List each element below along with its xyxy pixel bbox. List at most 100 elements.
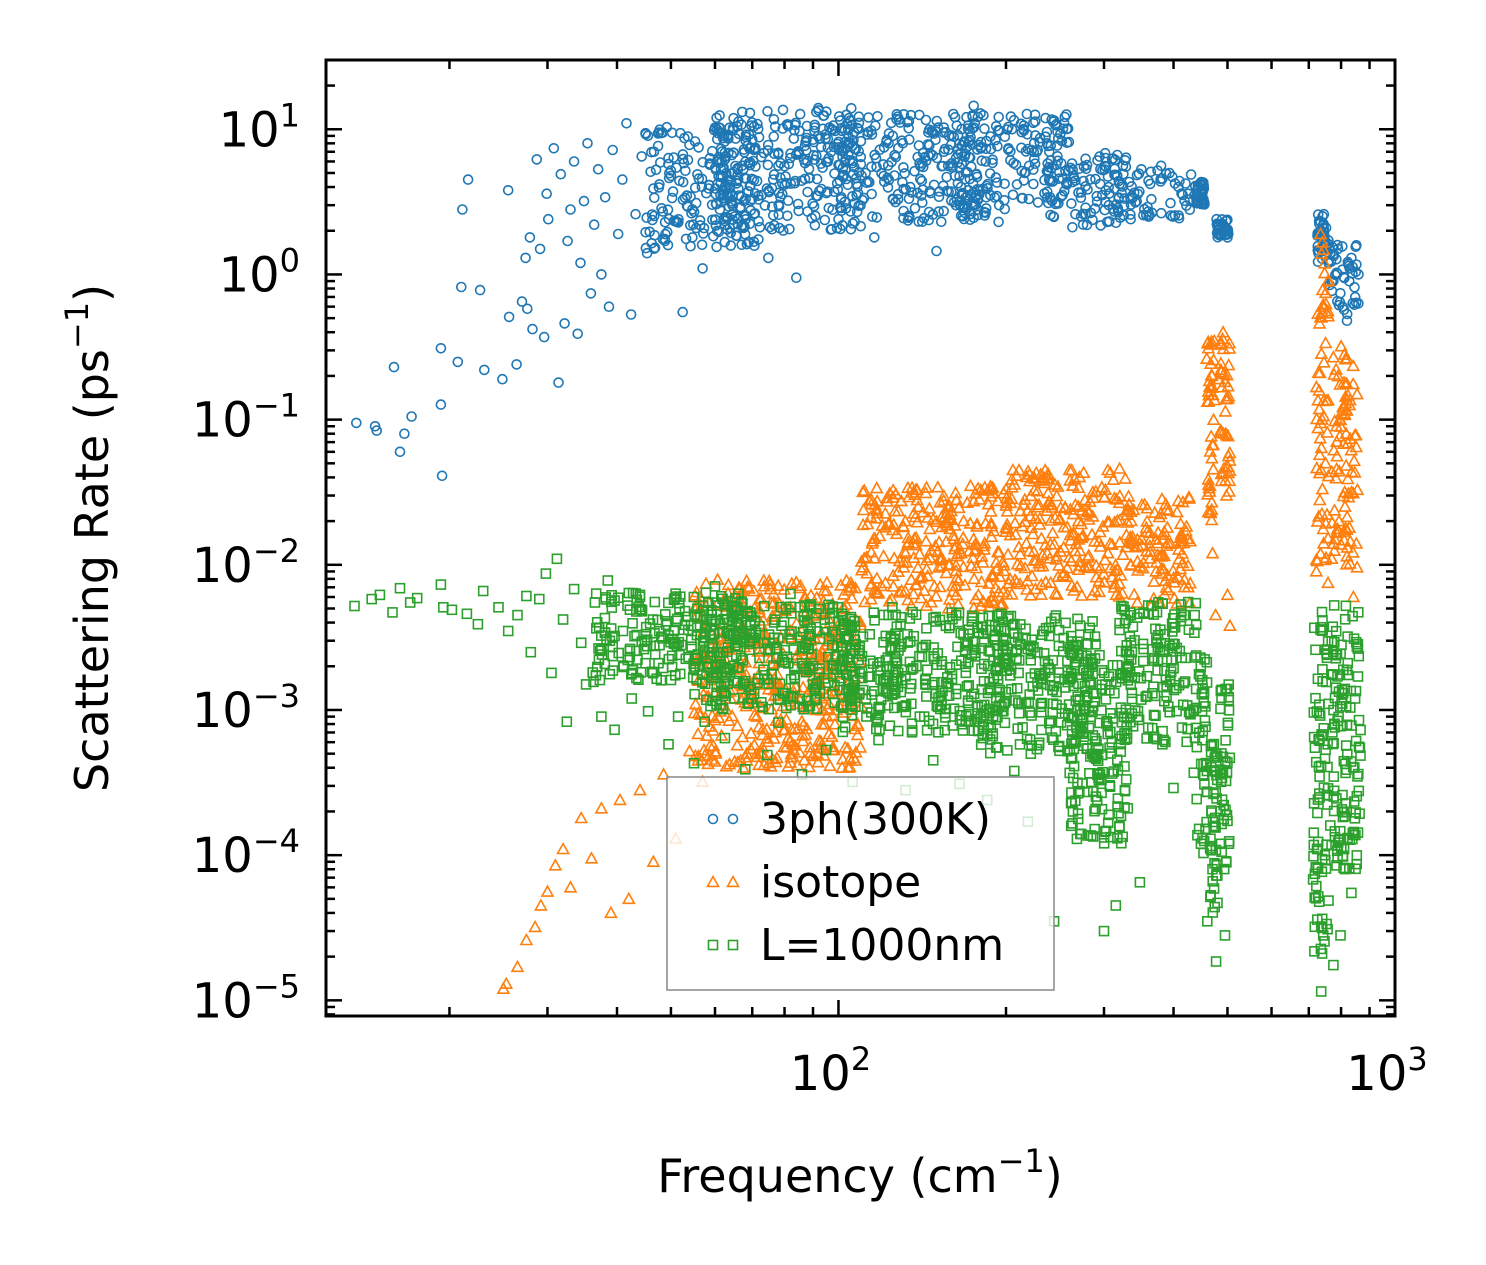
data-point [827,601,839,612]
data-point [952,500,966,514]
data-point [399,428,410,440]
data-point [613,647,625,659]
data-point [838,740,853,753]
data-point [949,587,964,601]
data-point [688,591,700,603]
data-point [617,174,628,185]
data-point [591,661,603,673]
data-point [837,162,849,174]
data-point [1326,350,1341,363]
data-point [984,529,999,543]
data-point [582,138,593,149]
data-point [745,195,757,206]
data-point [1316,299,1330,312]
data-point [1155,491,1169,505]
data-point [819,709,834,722]
data-point [1138,209,1149,221]
data-point [457,204,468,215]
data-point [604,668,616,680]
data-point [741,238,753,250]
data-point [744,726,758,739]
data-point [591,616,603,628]
data-point [1045,525,1060,539]
data-point [929,514,944,527]
data-point [1082,505,1097,518]
data-point [1024,520,1039,534]
data-point [1082,512,1096,525]
data-point [1182,490,1196,503]
data-point [784,750,798,763]
data-point [867,551,882,564]
data-point [1217,461,1231,474]
data-point [1318,456,1333,469]
data-point [924,595,939,608]
data-point [864,492,879,505]
data-point [593,643,604,654]
data-point [1052,126,1063,138]
data-point [796,680,810,693]
data-point [1350,297,1362,309]
data-point [708,754,722,767]
data-point [599,192,611,203]
data-point [435,342,447,354]
data-point [462,174,474,185]
data-point [919,562,934,575]
data-point [693,173,705,184]
data-point [903,123,915,134]
data-point [1008,572,1022,586]
data-point [874,578,889,592]
data-point [394,446,406,458]
data-point [510,959,525,973]
data-point [739,573,754,587]
data-point [760,731,775,744]
data-point [1078,492,1092,506]
data-point [1214,222,1226,234]
data-point [656,767,671,780]
data-point [648,146,660,158]
data-point [697,743,711,756]
data-point [1013,504,1028,517]
data-point [1015,118,1027,130]
data-point [511,359,522,370]
data-point [999,131,1011,142]
data-point [790,149,802,160]
data-point [736,239,748,251]
data-point [722,757,737,770]
data-point [833,136,844,148]
data-point [948,131,960,142]
data-point [898,514,913,527]
data-point [1220,587,1235,601]
data-point [838,169,850,181]
data-point [886,568,900,582]
data-point [674,175,685,187]
data-point [819,214,831,226]
data-point [992,140,1003,152]
data-point [909,530,923,544]
data-point [1044,176,1056,187]
data-point [1130,595,1145,608]
data-point [699,728,714,742]
data-point [807,198,818,209]
data-point [856,502,871,516]
data-point [1346,589,1361,603]
data-point [978,110,989,121]
data-point [1028,178,1039,190]
data-point [1331,369,1345,382]
series-L=1000nm [349,553,1366,997]
data-point [744,107,756,119]
data-point [1100,196,1111,208]
data-point [1097,490,1112,503]
data-point [968,486,983,499]
data-point [840,741,855,754]
data-point [578,195,590,207]
data-point [603,301,615,313]
data-point [768,617,780,628]
data-point [663,172,675,184]
data-point [1312,383,1327,396]
data-point [815,703,829,716]
data-point [836,122,848,134]
data-point [1096,519,1110,532]
data-point [778,603,793,617]
data-point [999,178,1010,190]
data-point [1050,198,1061,210]
